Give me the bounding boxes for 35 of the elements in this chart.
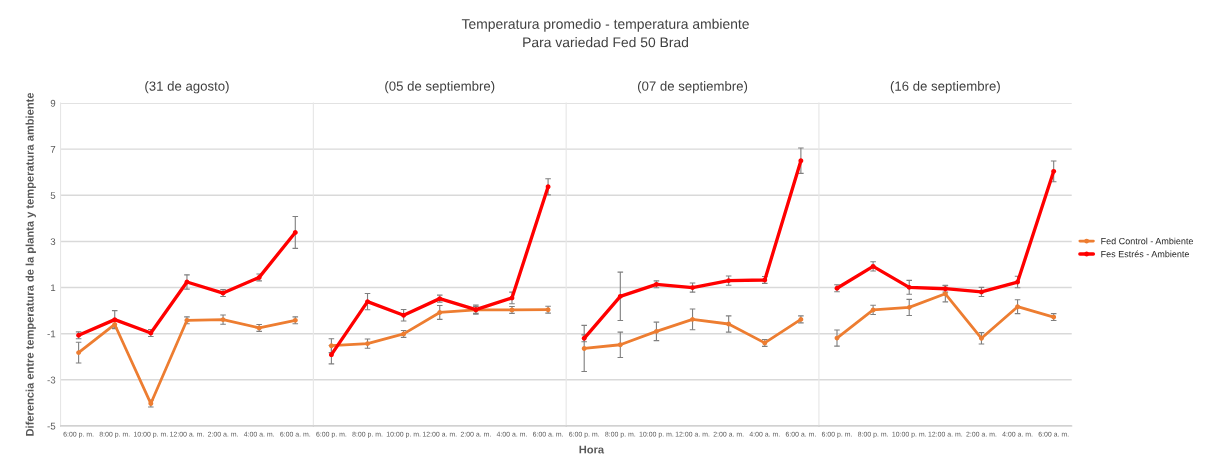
point (654, 328, 659, 334)
point (798, 158, 804, 164)
text: (07 de septiembre) (637, 81, 748, 94)
y-tick-label: -5 (47, 422, 56, 430)
text: (31 de agosto) (145, 81, 229, 94)
y-tick-label: -1 (47, 330, 56, 338)
point (906, 284, 912, 290)
text: (05 de septiembre) (385, 81, 495, 94)
point (401, 312, 407, 318)
point (437, 310, 443, 315)
point (979, 335, 984, 341)
chart-subtitle: Para variedad Fed 50 Brad (523, 37, 688, 48)
y-axis-title: Diferencia entre temperatura de la planta y temperatura ambiente (25, 92, 36, 436)
point (617, 342, 623, 348)
y-tick-label: 7 (50, 146, 56, 153)
point (76, 350, 82, 356)
point (617, 293, 623, 299)
point (365, 299, 370, 305)
point (1015, 304, 1020, 310)
x-axis-title: Hora (579, 445, 605, 454)
point (1051, 168, 1057, 174)
y-tick-label: 3 (50, 238, 56, 246)
point (292, 230, 298, 235)
point (581, 346, 587, 351)
chart-title: Temperatura promedio - temperatura ambiente (461, 18, 749, 32)
point (906, 304, 912, 310)
y-tick-label: 1 (51, 284, 56, 292)
point (690, 316, 695, 322)
legend-label: Fed Control - Ambiente (1101, 237, 1194, 245)
y-tick-label: -3 (47, 376, 56, 384)
point (545, 184, 551, 190)
text: (16 de septiembre) (890, 81, 1000, 94)
y-tick-label: 9 (50, 99, 56, 107)
y-tick-label: 5 (50, 192, 56, 199)
legend-label: Fes Estrés - Ambiente (1101, 250, 1190, 258)
